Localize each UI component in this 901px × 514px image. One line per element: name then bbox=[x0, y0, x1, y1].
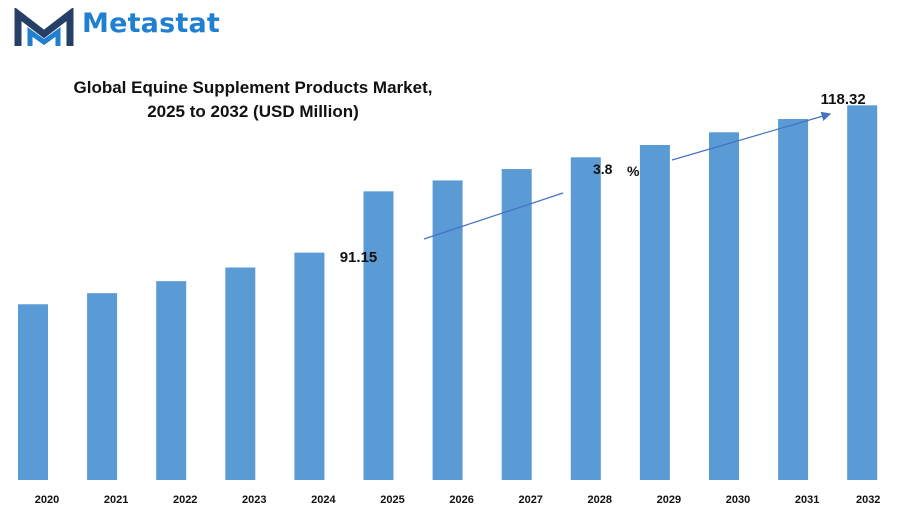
x-tick-label-2028: 2028 bbox=[588, 494, 612, 506]
x-tick-label-2021: 2021 bbox=[104, 494, 128, 506]
x-tick-label-2029: 2029 bbox=[657, 494, 681, 506]
x-tick-label-2031: 2031 bbox=[795, 494, 819, 506]
bar-2025 bbox=[363, 191, 394, 480]
bar-2026 bbox=[432, 180, 463, 480]
bar-2024 bbox=[294, 252, 325, 480]
chart-title-line-1: Global Equine Supplement Products Market… bbox=[73, 78, 433, 97]
x-tick-label-2026: 2026 bbox=[449, 494, 473, 506]
x-tick-label-2025: 2025 bbox=[380, 494, 404, 506]
bar-2030 bbox=[709, 132, 739, 481]
bar-2020 bbox=[18, 304, 48, 480]
cagr-value-label: 3.8 bbox=[593, 161, 613, 177]
bar-2032 bbox=[847, 105, 878, 480]
bar-2028 bbox=[570, 157, 601, 481]
bar-2021 bbox=[87, 293, 118, 480]
x-tick-label-2030: 2030 bbox=[726, 494, 750, 506]
data-label-end: 118.32 bbox=[821, 91, 866, 108]
x-tick-label-2020: 2020 bbox=[35, 494, 59, 506]
bar-2031 bbox=[778, 119, 809, 480]
brand-name: Metastat bbox=[82, 8, 221, 39]
chart-title-line-2: 2025 to 2032 (USD Million) bbox=[147, 102, 359, 121]
metastat-logo bbox=[14, 6, 254, 50]
bar-2027 bbox=[501, 169, 532, 481]
growth-arrow-segment-1 bbox=[423, 192, 564, 240]
chart-title: Global Equine Supplement Products Market… bbox=[0, 76, 506, 124]
data-label-start: 91.15 bbox=[340, 249, 378, 266]
x-tick-label-2024: 2024 bbox=[311, 494, 336, 506]
cagr-unit-label: % bbox=[627, 163, 640, 179]
x-tick-label-2023: 2023 bbox=[242, 494, 266, 506]
x-tick-label-2032: 2032 bbox=[856, 494, 880, 506]
x-tick-label-2022: 2022 bbox=[173, 494, 197, 506]
bar-2029 bbox=[639, 144, 670, 480]
bar-2023 bbox=[225, 267, 256, 480]
metastat-logo-icon bbox=[14, 6, 74, 46]
bar-2022 bbox=[156, 281, 187, 480]
growth-arrow-segment-2 bbox=[671, 111, 832, 161]
x-tick-label-2027: 2027 bbox=[518, 494, 542, 506]
